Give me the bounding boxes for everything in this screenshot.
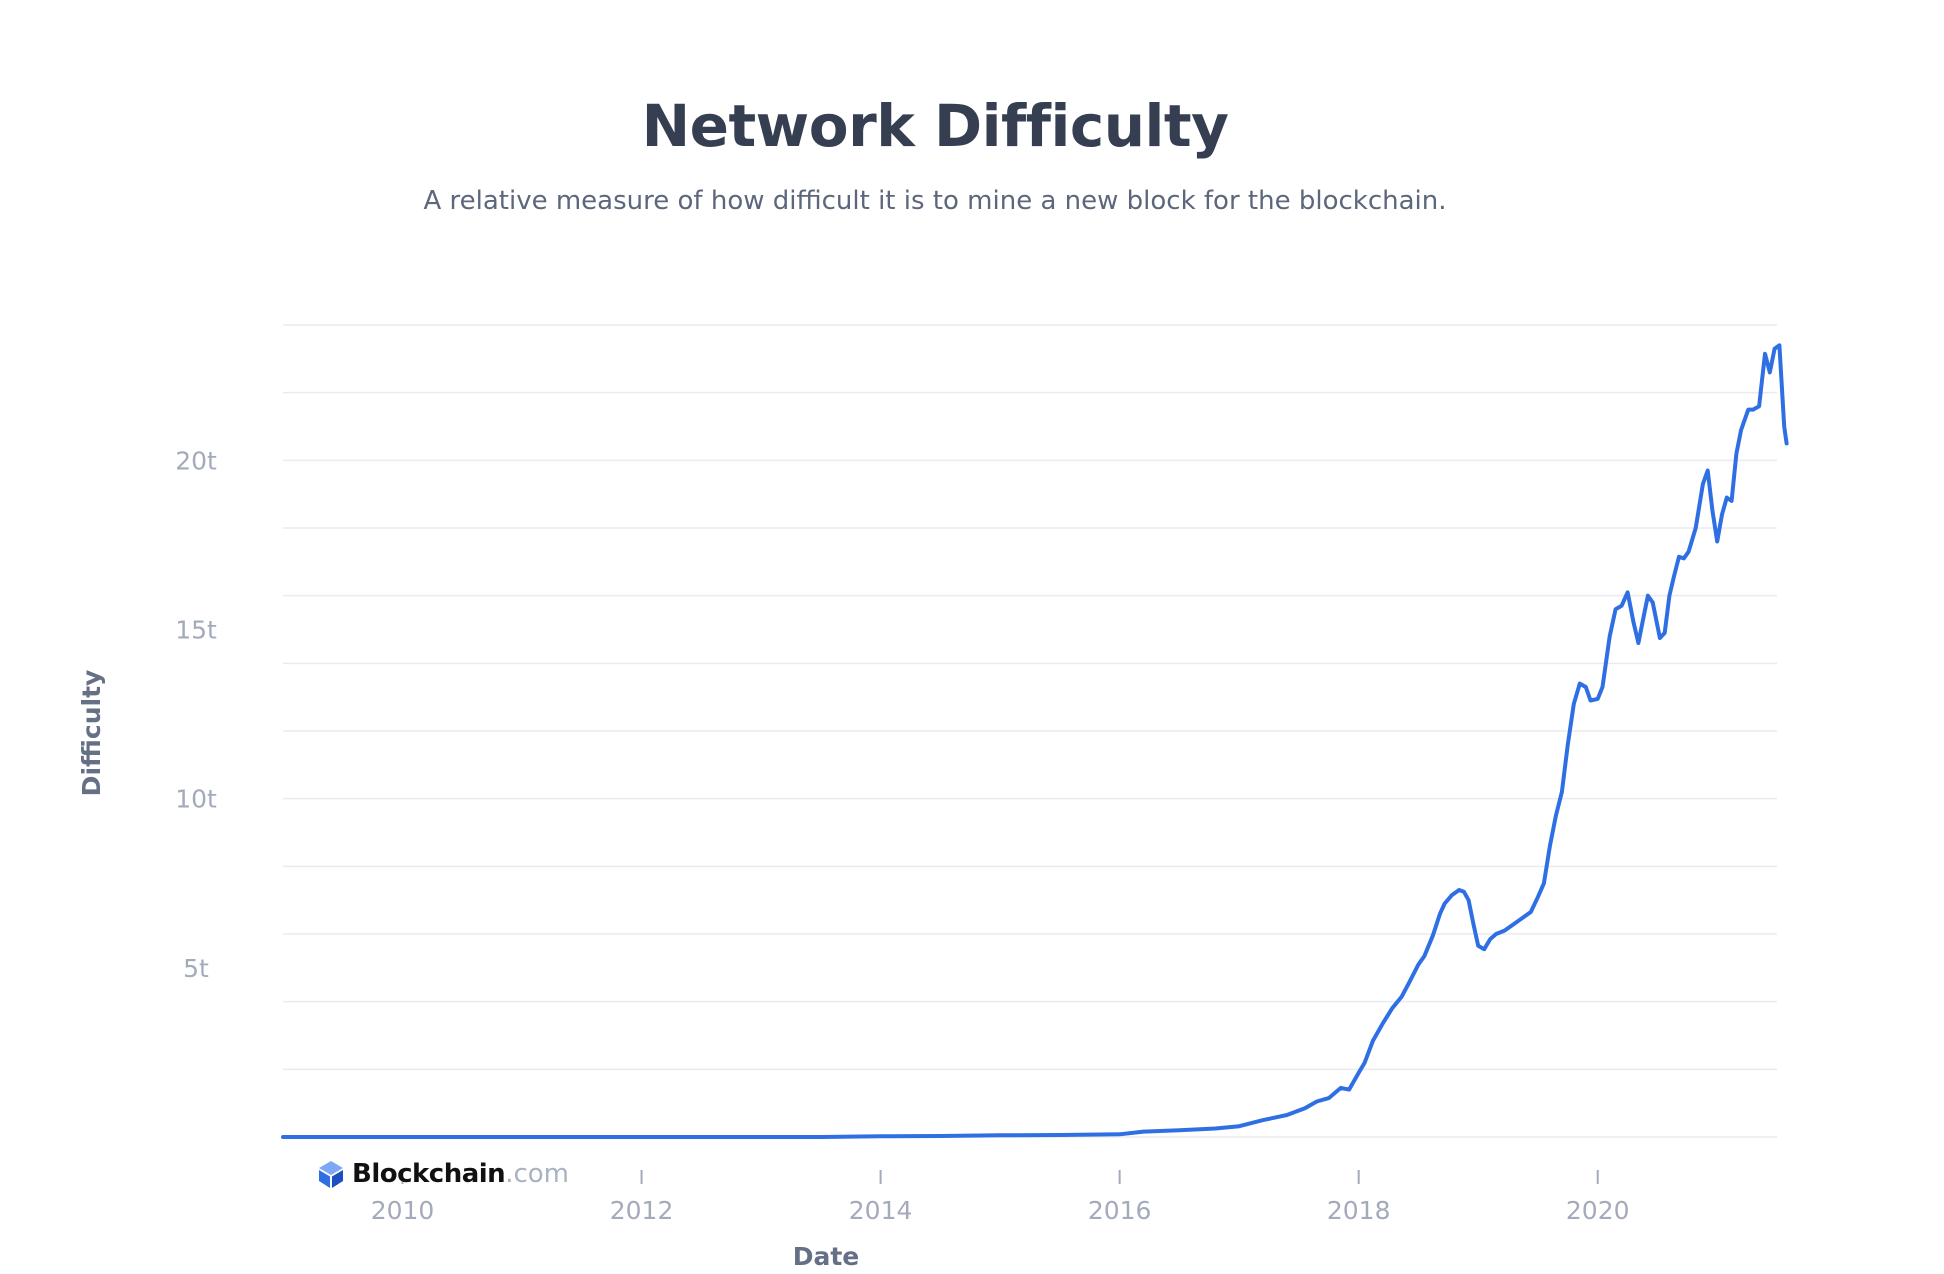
- x-tick-label: 2010: [371, 1196, 435, 1225]
- x-axis-ticks: 2010 2012 2014 2016 2018 2020: [371, 1170, 1630, 1225]
- gridlines: [283, 324, 1777, 1138]
- blockchain-cube-icon: [319, 1161, 343, 1188]
- y-axis-ticks: 5t 10t 15t 20t: [175, 446, 217, 983]
- x-tick-label: 2018: [1327, 1196, 1391, 1225]
- y-tick-label: 20t: [175, 446, 217, 475]
- x-axis-title: Date: [793, 1242, 860, 1271]
- y-tick-label: 5t: [183, 954, 209, 983]
- y-tick-label: 15t: [175, 616, 217, 645]
- y-axis-title: Difficulty: [77, 670, 106, 797]
- x-tick-label: 2014: [849, 1196, 913, 1225]
- logo-domain-text: .com: [505, 1159, 569, 1189]
- logo-brand-text: Blockchain: [352, 1159, 506, 1189]
- chart-subtitle: A relative measure of how difficult it i…: [423, 186, 1447, 216]
- x-tick-label: 2012: [610, 1196, 674, 1225]
- chart-title: Network Difficulty: [641, 92, 1229, 160]
- x-tick-label: 2020: [1566, 1196, 1630, 1225]
- x-tick-label: 2016: [1088, 1196, 1152, 1225]
- difficulty-line: [281, 343, 1789, 1139]
- y-tick-label: 10t: [175, 785, 217, 814]
- blockchain-logo[interactable]: Blockchain .com: [316, 1154, 569, 1194]
